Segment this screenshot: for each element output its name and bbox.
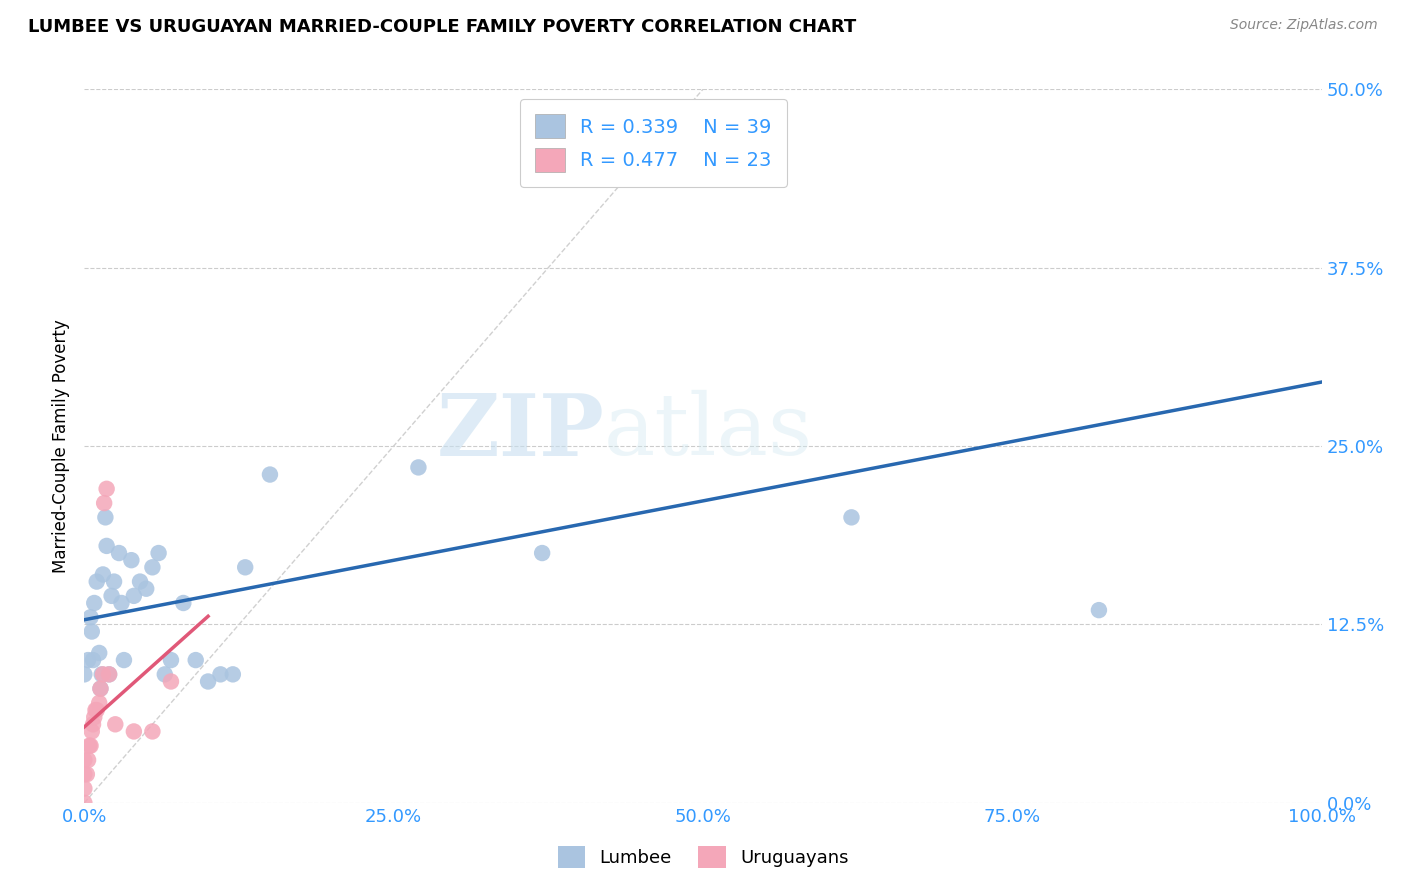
- Y-axis label: Married-Couple Family Poverty: Married-Couple Family Poverty: [52, 319, 70, 573]
- Legend: R = 0.339    N = 39, R = 0.477    N = 23: R = 0.339 N = 39, R = 0.477 N = 23: [520, 99, 787, 187]
- Point: [153, 667, 176, 681]
- Point: [103, 574, 125, 589]
- Point: [96, 539, 118, 553]
- Text: Source: ZipAtlas.com: Source: ZipAtlas.com: [1230, 18, 1378, 32]
- Point: [73, 667, 96, 681]
- Point: [73, 781, 96, 796]
- Point: [160, 653, 183, 667]
- Point: [98, 667, 121, 681]
- Point: [233, 560, 256, 574]
- Point: [82, 717, 104, 731]
- Point: [141, 560, 163, 574]
- Point: [82, 653, 104, 667]
- Point: [531, 546, 554, 560]
- Point: [89, 681, 111, 696]
- Point: [73, 796, 96, 810]
- Point: [89, 646, 111, 660]
- Point: [408, 460, 430, 475]
- Point: [80, 724, 103, 739]
- Point: [83, 596, 105, 610]
- Point: [141, 724, 163, 739]
- Point: [129, 574, 152, 589]
- Point: [73, 753, 96, 767]
- Legend: Lumbee, Uruguayans: Lumbee, Uruguayans: [547, 835, 859, 879]
- Point: [1088, 603, 1111, 617]
- Point: [83, 710, 105, 724]
- Point: [209, 667, 232, 681]
- Point: [76, 767, 98, 781]
- Text: atlas: atlas: [605, 390, 813, 474]
- Point: [91, 667, 114, 681]
- Point: [259, 467, 281, 482]
- Point: [135, 582, 157, 596]
- Point: [89, 681, 111, 696]
- Point: [222, 667, 245, 681]
- Point: [108, 546, 131, 560]
- Point: [86, 703, 108, 717]
- Point: [86, 574, 108, 589]
- Point: [89, 696, 111, 710]
- Point: [79, 739, 101, 753]
- Point: [79, 739, 101, 753]
- Point: [93, 496, 115, 510]
- Point: [100, 589, 122, 603]
- Point: [197, 674, 219, 689]
- Point: [77, 653, 100, 667]
- Point: [110, 596, 132, 610]
- Point: [98, 667, 121, 681]
- Point: [120, 553, 142, 567]
- Point: [104, 717, 127, 731]
- Point: [172, 596, 194, 610]
- Point: [160, 674, 183, 689]
- Text: ZIP: ZIP: [436, 390, 605, 474]
- Point: [841, 510, 863, 524]
- Point: [90, 667, 112, 681]
- Point: [148, 546, 170, 560]
- Point: [94, 510, 117, 524]
- Point: [80, 624, 103, 639]
- Point: [79, 610, 101, 624]
- Point: [77, 753, 100, 767]
- Point: [122, 724, 145, 739]
- Point: [91, 567, 114, 582]
- Point: [73, 767, 96, 781]
- Point: [184, 653, 207, 667]
- Text: LUMBEE VS URUGUAYAN MARRIED-COUPLE FAMILY POVERTY CORRELATION CHART: LUMBEE VS URUGUAYAN MARRIED-COUPLE FAMIL…: [28, 18, 856, 36]
- Point: [96, 482, 118, 496]
- Point: [766, 168, 789, 182]
- Point: [112, 653, 135, 667]
- Point: [84, 703, 107, 717]
- Point: [122, 589, 145, 603]
